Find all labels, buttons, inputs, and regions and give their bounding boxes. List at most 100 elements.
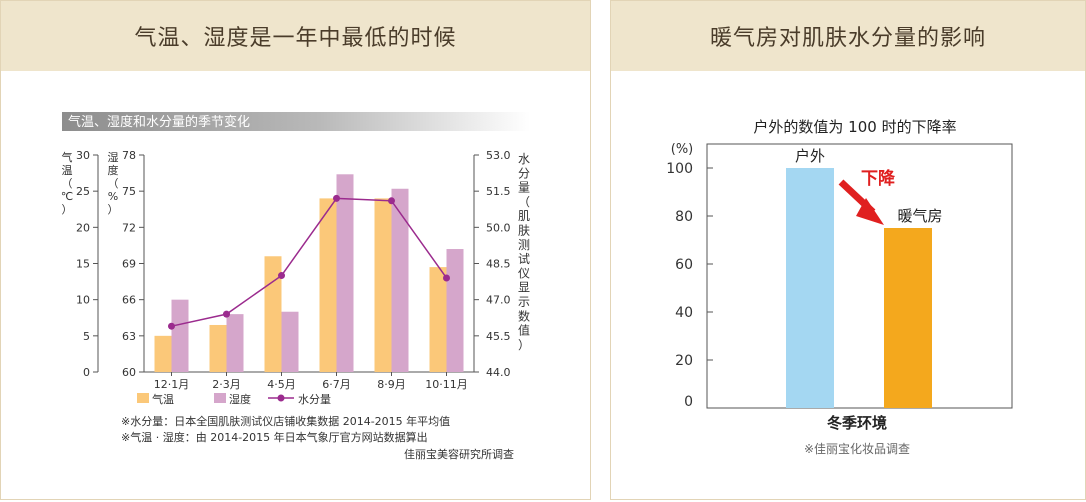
legend-label-humidity: 湿度 <box>229 392 251 406</box>
temp-bar <box>374 198 392 372</box>
temp-axis-label-char: 温 <box>62 164 73 177</box>
moisture-tick-label: 51.5 <box>486 185 511 198</box>
temp-bar <box>319 198 337 372</box>
temp-tick-label: 15 <box>76 258 90 271</box>
moisture-axis-label-char: 示 <box>518 295 530 309</box>
heating-y-tick-label: 60 <box>675 257 693 273</box>
heating-y-tick-label: 20 <box>675 353 693 369</box>
moisture-axis-label-char: 水 <box>518 152 530 166</box>
temp-axis-label-char: 气 <box>62 150 73 164</box>
legend-swatch-humidity <box>214 393 226 403</box>
legend-label-moisture: 水分量 <box>298 393 331 406</box>
humidity-bar <box>446 249 464 372</box>
moisture-point <box>333 194 340 202</box>
moisture-tick-label: 45.5 <box>486 330 511 343</box>
moisture-tick-label: 48.5 <box>486 258 511 271</box>
chart-subtitle: 气温、湿度和水分量的季节变化 <box>68 114 250 130</box>
moisture-tick-label: 53.0 <box>486 149 511 162</box>
humidity-axis-label-char: ） <box>108 203 119 216</box>
x-tick-label: 12·1月 <box>154 378 190 391</box>
x-tick-label: 10·11月 <box>425 378 468 391</box>
humidity-tick-label: 72 <box>122 221 136 234</box>
moisture-axis-label-char: 数 <box>518 308 530 323</box>
humidity-axis-label-char: % <box>108 190 118 203</box>
temp-axis-label-char: ） <box>62 203 73 216</box>
temp-bar <box>154 335 172 372</box>
humidity-bar <box>336 174 354 372</box>
moisture-point <box>223 310 230 318</box>
moisture-axis-label-char: （ <box>518 195 530 209</box>
heating-bar-label: 暖气房 <box>897 207 942 225</box>
left-panel-header: 气温、湿度是一年中最低的时候 <box>1 1 590 71</box>
humidity-axis-label-char: 湿 <box>108 151 119 164</box>
moisture-axis-label-char: 量 <box>518 181 530 195</box>
legend-swatch-temp <box>137 393 149 403</box>
heating-y-tick-label: 40 <box>675 305 693 321</box>
moisture-axis-label-char: 分 <box>518 166 530 180</box>
heating-bar <box>786 168 834 408</box>
humidity-axis-label-char: （ <box>108 177 119 190</box>
x-tick-label: 6·7月 <box>322 378 351 391</box>
left-source: 佳丽宝美容研究所调查 <box>404 447 514 461</box>
moisture-line <box>171 197 448 327</box>
moisture-point <box>168 322 175 330</box>
moisture-axis-label-char: ） <box>518 338 530 352</box>
moisture-axis-label-char: 显 <box>518 281 530 295</box>
moisture-point <box>278 272 285 280</box>
humidity-tick-label: 75 <box>122 185 136 198</box>
moisture-axis-label-char: 测 <box>518 238 530 252</box>
humidity-tick-label: 78 <box>122 149 136 162</box>
legend-label-temp: 气温 <box>152 392 174 406</box>
moisture-axis-label-char: 仪 <box>518 266 530 280</box>
moisture-tick-label: 44.0 <box>486 366 511 379</box>
humidity-tick-label: 66 <box>122 294 136 307</box>
humidity-bar <box>281 311 299 372</box>
temp-tick-label: 0 <box>83 366 90 379</box>
right-panel-header: 暖气房对肌肤水分量的影响 <box>611 1 1085 71</box>
right-panel: 暖气房对肌肤水分量的影响 <box>610 0 1086 500</box>
moisture-point <box>443 274 450 282</box>
temp-tick-label: 30 <box>76 149 90 162</box>
left-panel-title: 气温、湿度是一年中最低的时候 <box>134 26 457 51</box>
heating-y-tick-label: 80 <box>675 209 693 225</box>
decrease-arrow-icon <box>838 179 884 225</box>
legend-marker-moisture <box>277 394 285 402</box>
x-tick-label: 8·9月 <box>377 378 406 391</box>
heating-chart-title: 户外的数值为 100 时的下降率 <box>753 118 956 136</box>
temp-tick-label: 20 <box>76 221 90 234</box>
temp-tick-label: 10 <box>76 294 90 307</box>
x-tick-label: 4·5月 <box>267 378 296 391</box>
humidity-tick-label: 60 <box>122 366 136 379</box>
heating-x-label: 冬季环境 <box>827 414 887 432</box>
humidity-axis-label-char: 度 <box>108 163 119 177</box>
moisture-tick-label: 50.0 <box>486 221 511 234</box>
humidity-tick-label: 69 <box>122 258 136 271</box>
temp-bar <box>209 324 227 372</box>
humidity-bar <box>391 188 409 372</box>
heating-bar <box>884 228 932 408</box>
temp-tick-label: 5 <box>83 330 90 343</box>
humidity-tick-label: 63 <box>122 330 136 343</box>
heating-y-unit: (%) <box>671 142 694 157</box>
moisture-tick-label: 47.0 <box>486 294 511 307</box>
temp-bar <box>429 267 447 372</box>
temp-tick-label: 25 <box>76 185 90 198</box>
note-temp-humidity: ※气温 · 湿度：由 2014-2015 年日本气象厅官方网站数据算出 <box>121 430 428 444</box>
humidity-bar <box>171 299 189 372</box>
heating-y-tick-label: 0 <box>684 394 693 410</box>
moisture-axis-label-char: 肌 <box>518 209 530 223</box>
temp-axis-label-char: （ <box>62 177 73 190</box>
temp-axis-label-char: ℃ <box>61 190 73 203</box>
heating-source: ※佳丽宝化妆品调查 <box>804 442 910 456</box>
moisture-axis-label-char: 值 <box>518 323 530 338</box>
chart-subtitle-bar <box>62 112 530 131</box>
decrease-label: 下降 <box>861 168 896 189</box>
note-moisture: ※水分量：日本全国肌肤测试仪店铺收集数据 2014-2015 年平均值 <box>121 414 450 428</box>
moisture-axis-label-char: 肤 <box>518 223 530 238</box>
heating-bar-label: 户外 <box>795 147 825 165</box>
heating-plot-frame <box>706 143 1013 409</box>
moisture-point <box>388 197 395 205</box>
heating-y-tick-label: 100 <box>666 161 693 177</box>
